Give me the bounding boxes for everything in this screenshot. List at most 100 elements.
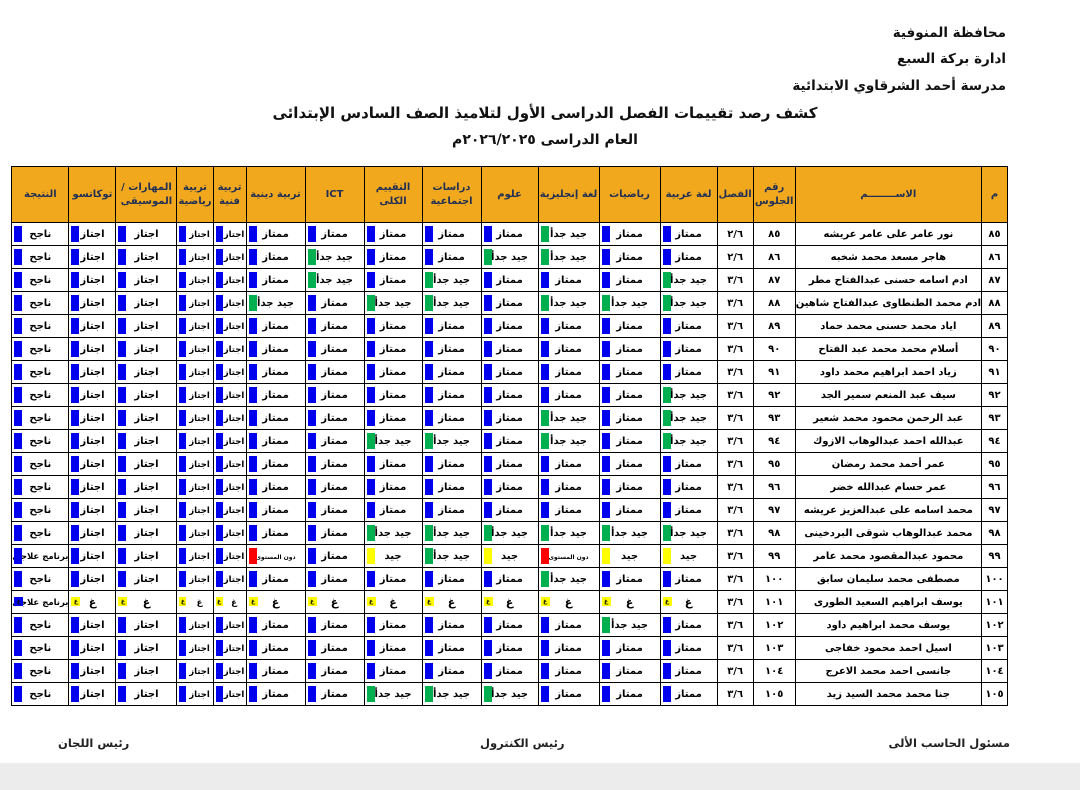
grade-cell: اجتاز	[176, 521, 214, 545]
grade-level-marker	[540, 663, 549, 679]
grade-level-marker	[307, 525, 316, 541]
grade-cell: جيد جدأ	[480, 245, 539, 269]
grade-cell: اجتاز	[176, 659, 214, 683]
student-name: يوسف ابراهيم السعيد الطورى	[794, 590, 983, 614]
grade-value: اجتاز	[134, 619, 159, 631]
grade-level-marker	[248, 295, 257, 311]
grade-value: اجتاز	[134, 366, 159, 378]
serial-number: ١٠٣	[981, 636, 1008, 660]
grade-value: ممتاز	[438, 366, 465, 378]
grade-cell: اجتاز	[68, 268, 117, 292]
grade-value: اجتاز	[80, 481, 105, 493]
grade-value: غ	[231, 597, 237, 608]
grade-level-marker	[71, 456, 80, 472]
grade-cell: اجتاز	[68, 452, 117, 476]
grade-level-marker	[14, 272, 23, 288]
grade-level-marker	[248, 571, 257, 587]
grade-cell: جيد جدأ	[659, 383, 718, 407]
serial-number: ٨٥	[981, 222, 1008, 246]
grade-level-marker	[118, 295, 127, 311]
grade-value: اجتاز	[189, 367, 210, 378]
grade-value: اجتاز	[80, 642, 105, 654]
grade-level-marker	[483, 249, 492, 265]
grade-level-marker	[483, 548, 492, 564]
serial-number: ١٠٤	[981, 659, 1008, 683]
grade-value: ناجح	[29, 366, 52, 378]
grade-value: ناجح	[29, 458, 52, 470]
grade-level-marker	[179, 525, 187, 541]
header-col-pe: تربية رياضية	[176, 166, 214, 223]
grade-level-marker	[540, 479, 549, 495]
school-line: مدرسة أحمد الشرقاوي الابتدائية	[792, 77, 1006, 94]
header-col-social: دراسات اجتماعية	[421, 166, 482, 223]
student-name: عبد الرحمن محمود محمد شعير	[794, 406, 983, 430]
grade-cell: ممتاز	[537, 475, 600, 499]
grade-value: ممتاز	[616, 504, 643, 516]
seat-number: ٩٨	[752, 521, 796, 545]
grade-level-marker	[424, 502, 433, 518]
grade-value: اجتاز	[223, 666, 245, 677]
grade-level-marker	[307, 364, 316, 380]
grade-level-marker	[14, 663, 23, 679]
grade-level-marker	[601, 226, 610, 242]
grade-value: ناجح	[29, 688, 52, 700]
grade-cell: ممتاز	[245, 383, 306, 407]
grade-cell: اجتاز	[176, 636, 214, 660]
grade-level-marker	[179, 502, 187, 518]
grade-cell: ممتاز	[304, 498, 365, 522]
grade-level-marker	[215, 548, 223, 564]
grade-level-marker	[540, 640, 549, 656]
grade-level-marker: غ	[118, 597, 128, 606]
grade-cell: اجتاز	[68, 337, 117, 361]
grade-value: ممتاز	[379, 389, 407, 401]
grade-level-marker	[118, 479, 127, 495]
grade-level-marker	[483, 341, 492, 357]
grade-level-marker	[662, 663, 671, 679]
header-col-art: تربية فنية	[212, 166, 247, 223]
grade-cell: اجتاز	[176, 682, 214, 706]
grade-cell: اجتاز	[176, 544, 214, 568]
grade-level-marker	[179, 686, 187, 702]
header-col-arabic: لغة عربية	[659, 166, 718, 223]
grade-cell: اجتاز	[115, 314, 178, 338]
grade-value: ممتاز	[616, 366, 643, 378]
grade-level-marker	[71, 295, 80, 311]
result-cell: ناجح	[11, 383, 70, 407]
grade-level-marker	[248, 479, 257, 495]
grade-level-marker	[14, 686, 23, 702]
grade-cell: ممتاز	[537, 682, 600, 706]
grade-cell: اجتاز	[176, 360, 214, 384]
grade-value: جيد جدأ	[374, 297, 412, 309]
grade-level-marker	[366, 479, 375, 495]
grade-cell: ممتاز	[537, 337, 600, 361]
grade-value: ممتاز	[675, 251, 702, 263]
grade-value: اجتاز	[223, 482, 245, 493]
grade-value: جيد جدأ	[550, 297, 588, 309]
grade-cell: ممتاز	[480, 314, 539, 338]
grade-value: اجتاز	[189, 689, 210, 700]
grade-cell: ممتاز	[537, 383, 600, 407]
grade-cell: اجتاز	[68, 245, 117, 269]
result-cell: ناجح	[11, 222, 70, 246]
grade-cell: اجتاز	[115, 383, 178, 407]
grade-level-marker	[540, 456, 549, 472]
grade-value: اجتاز	[134, 688, 159, 700]
grade-cell: اجتاز	[115, 659, 178, 683]
class-section: ٣/٦	[716, 682, 754, 706]
grade-cell: اجتاز	[212, 659, 247, 683]
grade-value: اجتاز	[223, 643, 245, 654]
result-cell: ناجح	[11, 659, 70, 683]
grade-level-marker	[215, 410, 223, 426]
header-col-science: علوم	[480, 166, 539, 223]
student-row: ٨٧ ادم اسامه حسنى عبدالفتاح مطر ٨٧ ٣/٦ جيد ج…	[11, 268, 1008, 292]
grade-value: جيد جدأ	[433, 297, 471, 309]
grade-level-marker	[601, 571, 610, 587]
grade-cell: دون المستوى	[537, 544, 600, 568]
grade-value: ممتاز	[616, 458, 643, 470]
header-col-tokkatsu: توكاتسو	[68, 166, 117, 223]
